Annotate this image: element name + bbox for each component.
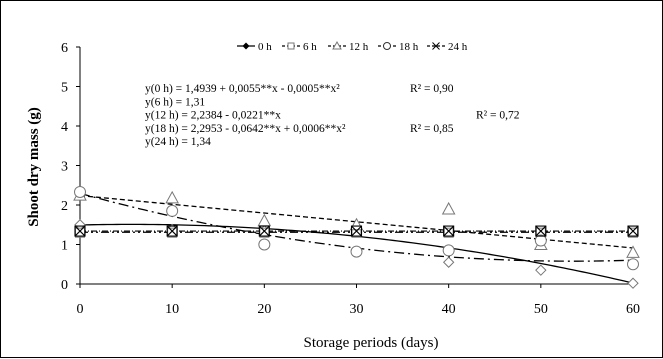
legend-entry-6h: 6 h: [282, 41, 317, 53]
legend-label: 24 h: [448, 41, 468, 53]
equation-annotations: y(0 h) = 1,4939 + 0,0055**x - 0,0005**x²…: [145, 83, 520, 148]
point-24h-6-diag-b: [627, 225, 639, 237]
legend-marker: [287, 42, 295, 50]
fit-curves: [80, 192, 634, 284]
point-0h-4: [442, 256, 455, 268]
x-tick-label: 60: [626, 302, 640, 317]
r-squared-2: R² = 0,72: [476, 110, 520, 122]
point-24h-1-diag-b: [166, 225, 178, 237]
point-12h-3: [349, 217, 364, 231]
point-18h-4: [442, 244, 455, 257]
legend-label: 0 h: [258, 41, 272, 53]
x-tick-label: 30: [350, 302, 364, 317]
point-0h-5: [535, 264, 547, 276]
x-tick-label: 50: [534, 302, 548, 317]
point-24h-6-box: [627, 225, 639, 237]
point-24h-4: [443, 225, 455, 237]
equation-2: y(12 h) = 2,2384 - 0,0221**x: [145, 110, 281, 122]
x-axis-label: Storage periods (days): [304, 335, 439, 351]
legend-entry-24h: 24 h: [427, 41, 468, 53]
point-18h-3: [350, 245, 363, 258]
y-tick-label: 6: [61, 41, 68, 56]
x-tick-label: 20: [257, 302, 271, 317]
legend-entry-12h: 12 h: [328, 40, 369, 53]
point-24h-1-box: [166, 225, 178, 237]
point-12h-4: [441, 201, 456, 215]
data-points: [73, 185, 640, 289]
point-24h-0-diag-b: [74, 225, 86, 237]
y-tick-label: 2: [61, 199, 68, 214]
point-24h-4-diag-b: [443, 225, 455, 237]
y-tick-label: 3: [61, 160, 68, 175]
axes: [76, 46, 634, 288]
r-squared-0: R² = 0,90: [410, 83, 454, 95]
point-24h-3: [350, 225, 363, 237]
point-24h-5-diag-b: [535, 225, 547, 237]
legend-label: 12 h: [349, 41, 369, 53]
point-18h-2: [258, 238, 271, 251]
legend-marker-b: [432, 42, 440, 50]
equation-1: y(6 h) = 1,31: [145, 96, 205, 108]
point-0h-6: [627, 277, 639, 289]
point-12h-1: [165, 190, 180, 204]
point-24h-3-diag-b: [351, 225, 362, 237]
legend-label: 18 h: [399, 41, 419, 53]
point-24h-4-box: [443, 225, 455, 237]
y-tick-label: 4: [61, 120, 68, 135]
point-24h-0: [74, 225, 86, 237]
point-24h-3-box: [350, 225, 363, 237]
r-squared-3: R² = 0,85: [410, 123, 454, 135]
point-24h-1: [166, 225, 178, 237]
point-18h-5: [534, 234, 547, 247]
legend-entry-0h: 0 h: [237, 41, 272, 53]
legend-marker: [383, 42, 391, 50]
point-18h-6: [627, 258, 639, 271]
point-24h-5-box: [535, 225, 547, 237]
y-axis-label: Shoot dry mass (g): [26, 107, 42, 227]
equation-3: y(18 h) = 2,2953 - 0,0642**x + 0,0006**x…: [145, 123, 346, 135]
equation-0: y(0 h) = 1,4939 + 0,0055**x - 0,0005**x²: [145, 83, 340, 95]
point-18h-0: [74, 185, 86, 198]
point-24h-6: [627, 225, 639, 237]
point-12h-2: [257, 213, 272, 227]
legend: 0 h 6 h 12 h 18 h 24 h: [237, 40, 468, 53]
y-tick-label: 1: [61, 239, 68, 254]
x-tick-label: 0: [77, 302, 84, 317]
legend-label: 6 h: [303, 41, 317, 53]
point-24h-0-box: [74, 225, 86, 237]
point-24h-2-diag-b: [258, 225, 270, 237]
point-18h-1: [166, 204, 179, 217]
point-24h-2-box: [258, 225, 270, 237]
y-tick-label: 5: [61, 81, 68, 96]
point-12h-6: [626, 245, 640, 258]
x-tick-label: 40: [442, 302, 456, 317]
x-tick-label: 10: [165, 302, 179, 317]
y-tick-label: 0: [61, 278, 68, 293]
fit-line-12h: [80, 194, 634, 249]
legend-entry-18h: 18 h: [378, 41, 419, 53]
legend-marker: [242, 42, 250, 50]
equation-4: y(24 h) = 1,34: [145, 136, 211, 148]
legend-marker: [332, 40, 342, 50]
point-24h-2: [258, 225, 270, 237]
point-24h-5: [535, 225, 547, 237]
